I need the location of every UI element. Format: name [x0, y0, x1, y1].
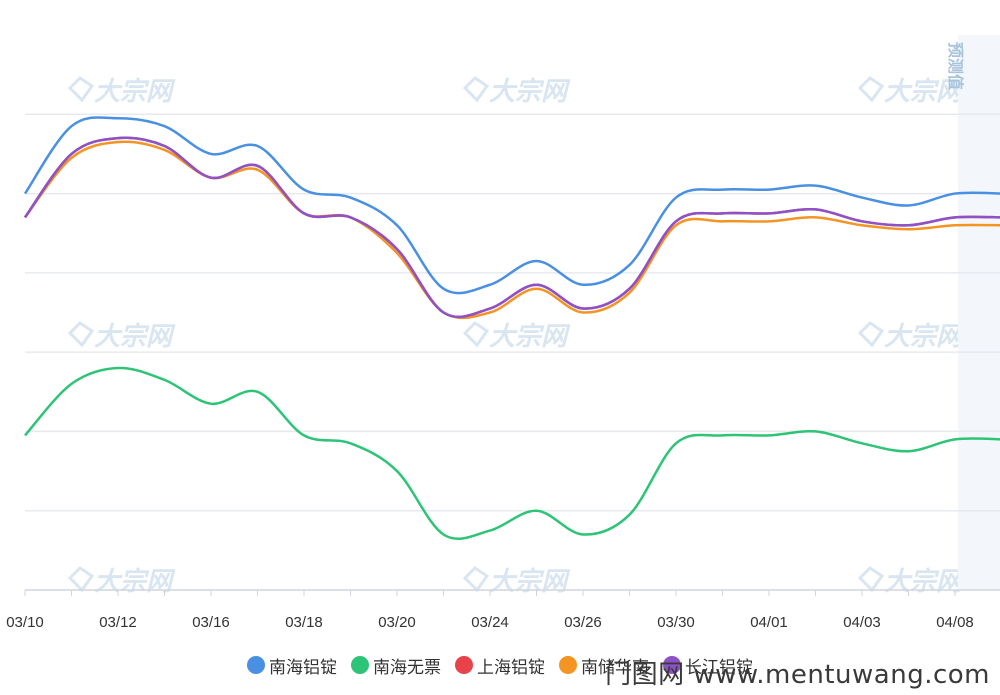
x-tick-label: 03/18: [285, 614, 323, 631]
legend-item[interactable]: 南海铝锭: [247, 653, 337, 678]
series-line-4: [23, 136, 1000, 319]
watermark: 大宗网: [67, 321, 176, 352]
watermark-text: 大宗网: [884, 77, 966, 107]
watermark-text: 大宗网: [489, 322, 571, 352]
legend-label: 南储华南: [581, 657, 649, 678]
legend-item[interactable]: 上海铝锭: [455, 653, 545, 678]
legend-marker: [351, 656, 369, 674]
watermark: 大宗网: [462, 566, 571, 597]
legend-item[interactable]: 南储华南: [559, 653, 649, 678]
series-line-0: [23, 116, 1000, 295]
watermark-text: 大宗网: [884, 567, 966, 597]
watermark: 大宗网: [857, 321, 966, 352]
legend-label: 长江铝锭: [685, 657, 753, 678]
forecast-region: [958, 35, 1000, 590]
watermark-icon: [67, 321, 95, 348]
legend-item[interactable]: 长江铝锭: [663, 653, 753, 678]
legend-label: 南海无票: [373, 657, 441, 678]
x-tick-label: 04/08: [936, 614, 974, 631]
legend: 南海铝锭 南海无票 上海铝锭 南储华南 长江铝锭: [0, 650, 1000, 680]
watermark-icon: [67, 566, 95, 593]
legend-label: 上海铝锭: [477, 657, 545, 678]
watermark: 大宗网: [462, 321, 571, 352]
watermark-icon: [857, 566, 885, 593]
series-lines: [23, 116, 1000, 540]
watermark-text: 大宗网: [94, 322, 176, 352]
x-axis: 03/10 03/12 03/16 03/18 03/20 03/24 03/26 03/30…: [6, 590, 974, 631]
x-tick-label: 03/30: [657, 614, 695, 631]
x-tick-label: 03/16: [192, 614, 230, 631]
watermark-icon: [67, 76, 95, 103]
watermark-icon: [462, 566, 490, 593]
watermark-icon: [462, 76, 490, 103]
watermark-icon: [462, 321, 490, 348]
x-tick-label: 04/03: [843, 614, 881, 631]
watermark: 大宗网: [67, 76, 176, 107]
watermark-text: 大宗网: [489, 567, 571, 597]
legend-marker: [247, 656, 265, 674]
series-line-3: [24, 140, 1000, 320]
x-tick-label: 03/26: [564, 614, 602, 631]
legend-label: 南海铝锭: [269, 657, 337, 678]
watermark-text: 大宗网: [884, 322, 966, 352]
series-line-1: [24, 366, 1000, 540]
x-tick-label: 04/01: [750, 614, 788, 631]
watermark: 大宗网: [67, 566, 176, 597]
x-tick-label: 03/24: [471, 614, 509, 631]
watermark-icon: [857, 321, 885, 348]
series-line-2: [23, 136, 1000, 319]
legend-marker: [455, 656, 473, 674]
legend-item[interactable]: 南海无票: [351, 653, 441, 678]
x-tick-label: 03/12: [99, 614, 137, 631]
watermark: 大宗网: [462, 76, 571, 107]
watermark-text: 大宗网: [94, 567, 176, 597]
legend-marker: [663, 656, 681, 674]
site-watermark: 门图网 www.mentuwang.com: [605, 660, 990, 690]
watermark: 大宗网: [857, 76, 966, 107]
watermark: 大宗网: [857, 566, 966, 597]
forecast-label: 预测值: [946, 42, 965, 90]
x-tick-label: 03/10: [6, 614, 44, 631]
watermark-text: 大宗网: [489, 77, 571, 107]
watermark-icon: [857, 76, 885, 103]
x-tick-label: 03/20: [378, 614, 416, 631]
watermark-text: 大宗网: [94, 77, 176, 107]
legend-marker: [559, 656, 577, 674]
